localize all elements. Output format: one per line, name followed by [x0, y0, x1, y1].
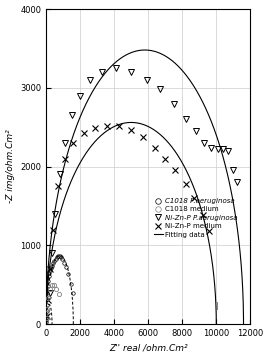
X-axis label: Z'' real /ohm.Cm²: Z'' real /ohm.Cm² — [109, 343, 187, 352]
Legend: C1018 P.aeruginosa, C1018 medium, Ni-Zn-P P.aeruginosa, Ni-Zn-P medium, Fitting : C1018 P.aeruginosa, C1018 medium, Ni-Zn-… — [151, 195, 241, 241]
Y-axis label: -Z img/ohm.Cm²: -Z img/ohm.Cm² — [6, 130, 15, 203]
